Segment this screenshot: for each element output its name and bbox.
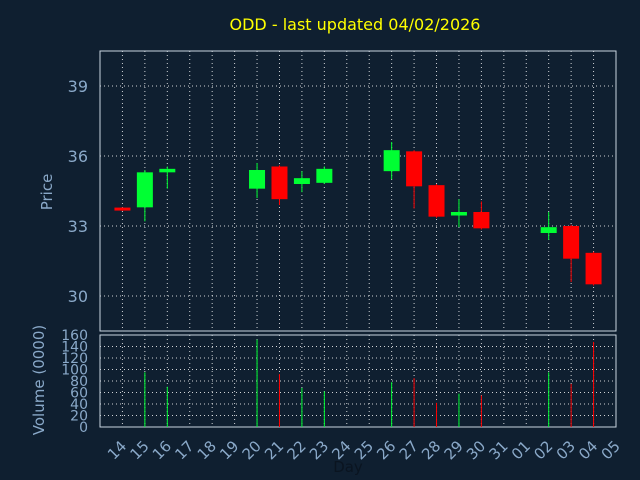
- x-axis-label: Day: [333, 458, 363, 476]
- price-axis-label: Price: [38, 174, 56, 211]
- volume-panel-frame: [99, 334, 617, 428]
- candle-body: [271, 166, 288, 200]
- candle-body: [473, 212, 490, 229]
- volume-axis-label: Volume (0000): [30, 325, 48, 435]
- volume-tick-label: 140: [61, 340, 88, 356]
- price-panel: 30 33 36 39: [68, 50, 617, 332]
- candle-body: [406, 151, 423, 187]
- candle-body: [136, 172, 153, 208]
- price-tick-label: 33: [68, 217, 88, 236]
- x-axis: 1415161718192021222324252627282930310102…: [104, 437, 624, 463]
- candle-body: [540, 227, 557, 233]
- volume-tick-label: 160: [61, 328, 88, 344]
- candle-body: [585, 252, 602, 285]
- candle-body: [114, 207, 131, 211]
- volume-tick-label: 0: [79, 420, 88, 436]
- volume-tick-label: 100: [61, 363, 88, 379]
- candle-body: [159, 168, 176, 173]
- candle-body: [428, 185, 445, 217]
- volume-tick-label: 60: [70, 386, 88, 402]
- candle-body: [293, 178, 310, 184]
- volume-tick-label: 40: [70, 397, 88, 413]
- chart-title: ODD - last updated 04/02/2026: [230, 15, 481, 34]
- price-tick-label: 30: [68, 287, 88, 306]
- candle-body: [450, 212, 467, 216]
- candle-body: [563, 226, 580, 259]
- candle-body: [383, 150, 400, 172]
- price-tick-label: 36: [68, 147, 88, 166]
- candle-body: [249, 170, 266, 189]
- price-panel-frame: [99, 50, 617, 332]
- volume-tick-label: 80: [70, 374, 88, 390]
- volume-tick-label: 20: [70, 409, 88, 425]
- price-tick-label: 39: [68, 77, 88, 96]
- candle-body: [316, 168, 333, 183]
- volume-tick-label: 120: [61, 351, 88, 367]
